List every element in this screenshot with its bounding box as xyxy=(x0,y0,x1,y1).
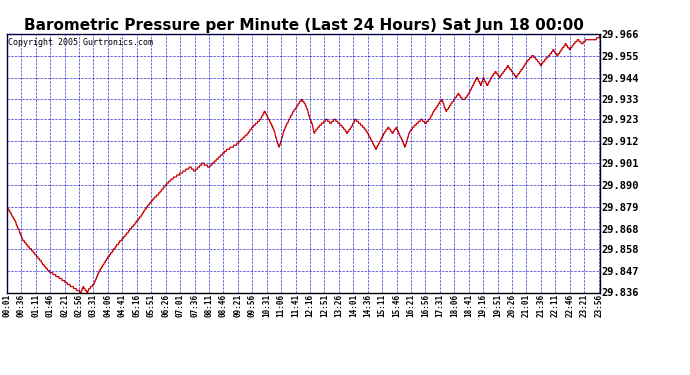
Title: Barometric Pressure per Minute (Last 24 Hours) Sat Jun 18 00:00: Barometric Pressure per Minute (Last 24 … xyxy=(23,18,584,33)
Text: Copyright 2005 Gurtronics.com: Copyright 2005 Gurtronics.com xyxy=(8,38,153,46)
